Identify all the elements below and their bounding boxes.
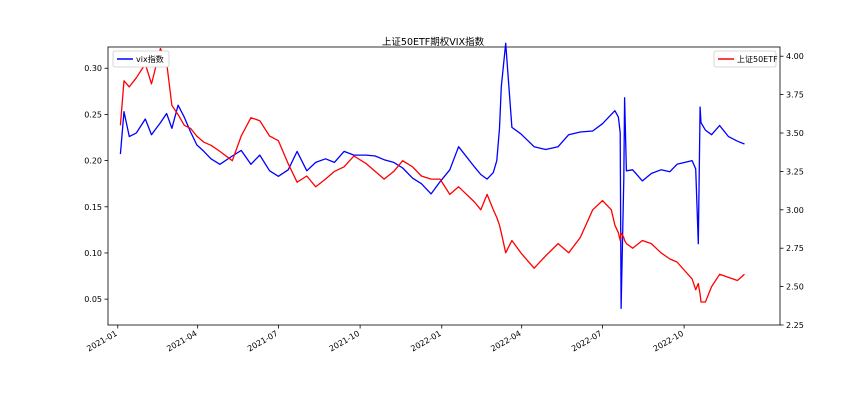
legend-etf: 上证50ETF	[713, 50, 778, 68]
x-tick-label: 2021-10	[328, 329, 361, 354]
y-right-tick-label: 2.75	[786, 244, 804, 253]
y-axis-left: 0.05 0.10 0.15 0.20 0.25 0.30	[84, 64, 108, 304]
x-axis: 2021-01 2021-04 2021-07 2021-10 2022-01 2022-…	[85, 325, 685, 353]
y-right-tick-label: 2.25	[786, 321, 804, 330]
x-tick-label: 2021-01	[85, 329, 118, 354]
y-right-tick-label: 3.25	[786, 167, 804, 176]
series-line-vix	[119, 42, 745, 310]
legend-etf-label: 上证50ETF	[737, 55, 778, 64]
y-left-tick-label: 0.30	[84, 64, 102, 73]
y-right-tick-label: 3.50	[786, 129, 804, 138]
chart-title: 上证50ETF期权VIX指数	[382, 36, 485, 48]
series-layer	[119, 42, 745, 310]
x-tick-label: 2021-04	[165, 329, 198, 354]
legend-etf-frame	[713, 50, 777, 68]
y-right-tick-label: 3.75	[786, 91, 804, 100]
y-axis-right: 2.25 2.50 2.75 3.00 3.25 3.50 3.75 4.00	[780, 52, 804, 330]
x-tick-label: 2022-10	[652, 329, 685, 354]
y-left-tick-label: 0.20	[84, 157, 102, 166]
y-left-tick-label: 0.10	[84, 249, 102, 258]
legend-vix-frame	[112, 50, 170, 68]
plot-area	[107, 46, 781, 326]
y-left-tick-label: 0.05	[84, 295, 102, 304]
legend-vix-label: vix指数	[136, 54, 164, 64]
plot-frame	[107, 46, 781, 326]
legend-vix: vix指数	[112, 50, 170, 68]
y-left-tick-label: 0.25	[84, 110, 102, 119]
x-tick-label: 2022-07	[570, 329, 603, 354]
y-right-tick-label: 4.00	[786, 52, 804, 61]
y-left-tick-label: 0.15	[84, 203, 102, 212]
x-tick-label: 2022-04	[489, 329, 522, 354]
y-right-tick-label: 3.00	[786, 206, 804, 215]
x-tick-label: 2021-07	[246, 329, 279, 354]
y-right-tick-label: 2.50	[786, 283, 804, 292]
series-line-etf	[119, 47, 745, 303]
x-tick-label: 2022-01	[409, 329, 442, 354]
